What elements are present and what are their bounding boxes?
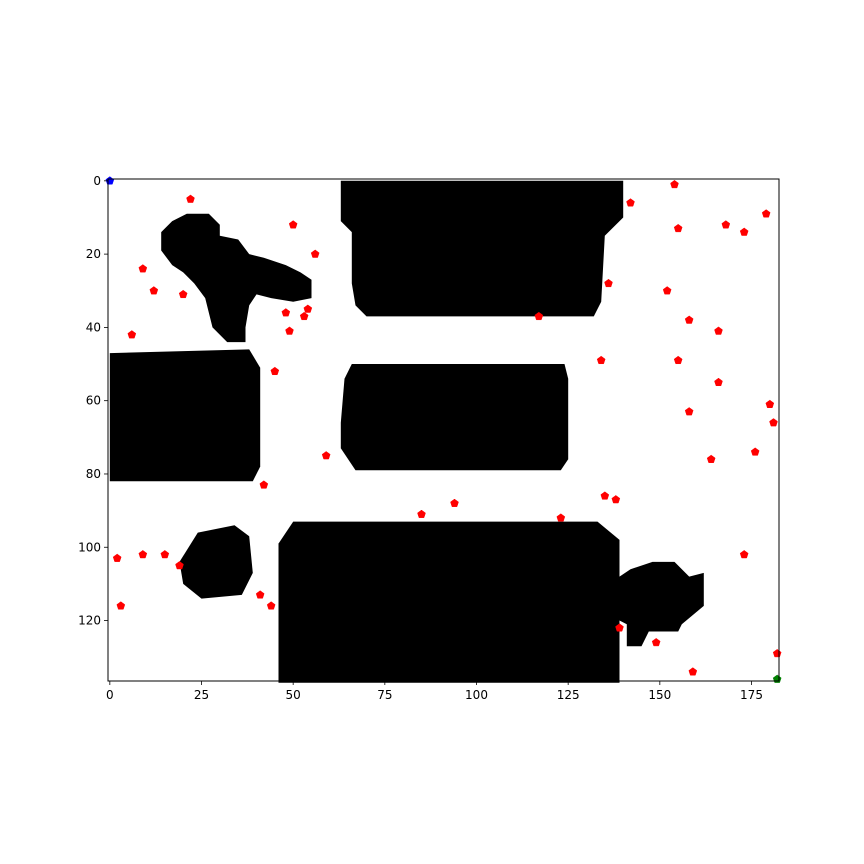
x-tick-label: 125 [557,688,580,702]
x-tick-label: 75 [377,688,392,702]
data-point [127,330,137,339]
data-point [310,249,320,258]
data-point [299,311,309,321]
data-point [556,513,566,522]
data-point [596,355,606,365]
data-point [160,550,170,559]
data-point [270,366,280,376]
y-tick-label: 20 [86,247,101,261]
x-tick-label: 100 [465,688,488,702]
plot-frame [107,178,780,682]
data-point [303,304,313,313]
data-point [688,667,698,676]
data-point [739,550,749,559]
data-point [112,553,122,562]
x-tick-label: 25 [194,688,209,702]
data-point [604,278,613,288]
data-point [673,223,683,233]
x-tick-label: 0 [106,688,114,702]
y-tick-label: 100 [78,540,101,554]
data-point [259,480,269,489]
data-point [281,308,291,317]
data-point [138,550,148,559]
y-tick-label: 60 [86,394,101,408]
data-point [450,498,459,507]
data-point [765,399,775,408]
data-point [178,289,188,299]
data-point [761,209,771,218]
data-point [750,447,760,456]
plot-area [105,176,782,683]
x-tick-label: 150 [648,688,671,702]
y-tick-label: 0 [93,174,101,188]
x-tick-label: 175 [740,688,763,702]
y-axis: 0 20 40 60 80 100 120 [78,174,108,628]
data-point [417,509,426,518]
obstacle-layer [109,180,704,683]
data-point [175,561,184,570]
data-point [105,176,115,185]
data-point [534,311,544,321]
data-point [321,451,331,460]
y-tick-label: 80 [86,467,101,481]
obstacle-center-block [340,364,569,471]
data-point [615,623,624,632]
data-point [288,220,298,229]
data-point [266,601,276,610]
data-point [651,638,661,647]
data-point [670,179,679,189]
data-point [116,601,126,610]
data-point [684,407,694,416]
obstacle-left-block [109,349,261,482]
data-point [684,315,694,324]
data-point [673,355,683,365]
obstacle-bottom-center-block [278,521,620,683]
x-axis: 0 25 50 75 100 125 150 175 [106,681,763,702]
obstacle-top-left-blob [161,213,312,343]
y-tick-label: 40 [86,320,101,334]
data-point [611,495,621,504]
data-point [714,377,723,387]
data-point [186,194,195,203]
data-point [721,220,731,229]
data-point [626,198,635,207]
obstacle-bottom-right-blob [619,561,704,647]
data-point [706,454,716,463]
y-tick-label: 120 [78,614,101,628]
obstacle-bottom-left-blob [179,525,253,599]
data-point [138,264,148,273]
data-point [285,326,294,335]
data-point [714,326,723,335]
data-point [149,286,159,295]
data-point [769,418,778,427]
data-point [600,491,610,500]
data-point [662,286,672,295]
x-tick-label: 50 [286,688,301,702]
data-point [255,590,265,599]
data-point [739,227,749,236]
obstacle-top-center-block [340,180,624,317]
